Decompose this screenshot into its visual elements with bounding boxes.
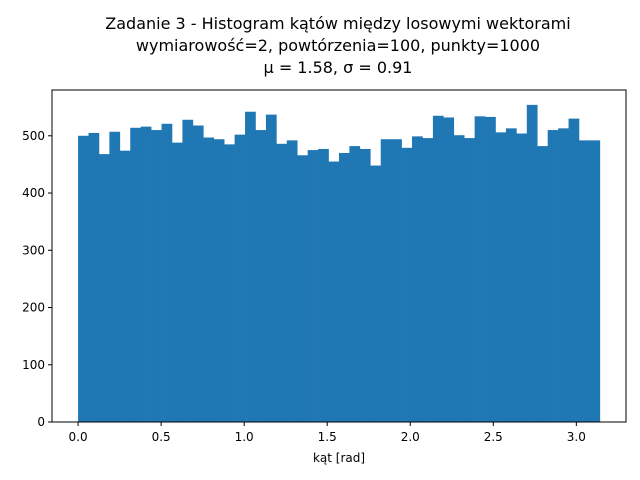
histogram-bar (589, 140, 601, 422)
histogram-bar (182, 119, 194, 423)
histogram-bar (172, 142, 183, 422)
histogram-bar (474, 116, 486, 422)
histogram-bar (328, 161, 340, 423)
histogram-bar (161, 123, 173, 423)
histogram-bar (578, 140, 590, 422)
histogram-bar (516, 133, 528, 422)
histogram-bar (130, 127, 141, 422)
x-tick-label: 1.0 (235, 430, 254, 444)
chart-title-line-2: wymiarowość=2, powtórzenia=100, punkty=1… (136, 36, 540, 55)
y-tick-label: 0 (37, 415, 45, 429)
histogram-bar (359, 148, 371, 422)
histogram-bar (245, 111, 256, 422)
x-axis-label: kąt [rad] (313, 451, 365, 465)
x-tick-label: 2.5 (484, 430, 503, 444)
histogram-bar (380, 139, 392, 423)
x-tick-label: 0.5 (152, 430, 171, 444)
histogram-bar (485, 116, 496, 423)
histogram-bar (391, 139, 402, 423)
histogram-bar (297, 155, 308, 422)
x-tick-label: 0.0 (69, 430, 88, 444)
histogram-bar (464, 138, 475, 422)
histogram-bar (276, 143, 288, 422)
histogram-bar (98, 154, 110, 423)
plot-frame (51, 89, 627, 423)
histogram-bar (432, 115, 444, 422)
histogram-bar (526, 104, 538, 422)
x-axis-ticks: 0.0 0.5 1.0 1.5 2.0 2.5 3.0 (69, 422, 586, 444)
chart-title-line-3: μ = 1.58, σ = 0.91 (264, 58, 413, 77)
histogram-bar (453, 135, 465, 422)
histogram-bar (349, 146, 361, 422)
histogram-bar (558, 128, 569, 422)
histogram-bars (78, 104, 601, 423)
histogram-bar (140, 126, 152, 422)
y-tick-label: 500 (22, 129, 45, 143)
histogram-bar (568, 118, 580, 423)
histogram-bar (370, 165, 382, 422)
y-tick-label: 300 (22, 243, 45, 257)
histogram-bar (495, 132, 507, 423)
y-tick-label: 400 (22, 186, 45, 200)
histogram-bar (547, 130, 559, 422)
histogram-bar (224, 144, 235, 422)
y-tick-label: 100 (22, 358, 45, 372)
chart-title-line-1: Zadanie 3 - Histogram kątów między losow… (105, 14, 570, 33)
histogram-bar (255, 130, 267, 422)
x-tick-label: 2.0 (401, 430, 420, 444)
histogram-bar (265, 114, 277, 423)
histogram-bar (338, 152, 350, 422)
histogram-bar (203, 137, 215, 422)
histogram-bar (78, 135, 89, 423)
x-tick-label: 3.0 (567, 430, 586, 444)
histogram-bar (401, 147, 413, 422)
histogram-bar (443, 117, 455, 422)
x-tick-label: 1.5 (318, 430, 337, 444)
y-axis-ticks: 0 100 200 300 400 500 (22, 129, 52, 429)
histogram-bar (537, 146, 548, 422)
histogram-bar (119, 150, 131, 422)
histogram-bar (412, 136, 423, 422)
histogram-bar (151, 130, 162, 422)
histogram-bar (192, 125, 204, 423)
histogram-bar (422, 138, 434, 422)
histogram-bar (286, 140, 298, 422)
histogram-bar (88, 132, 100, 422)
histogram-bar (505, 128, 517, 422)
histogram-bar (213, 139, 225, 423)
histogram-bar (109, 131, 121, 423)
histogram-bar (318, 148, 329, 422)
histogram-bar (307, 150, 319, 422)
histogram-bar (234, 134, 246, 422)
y-tick-label: 200 (22, 301, 45, 315)
